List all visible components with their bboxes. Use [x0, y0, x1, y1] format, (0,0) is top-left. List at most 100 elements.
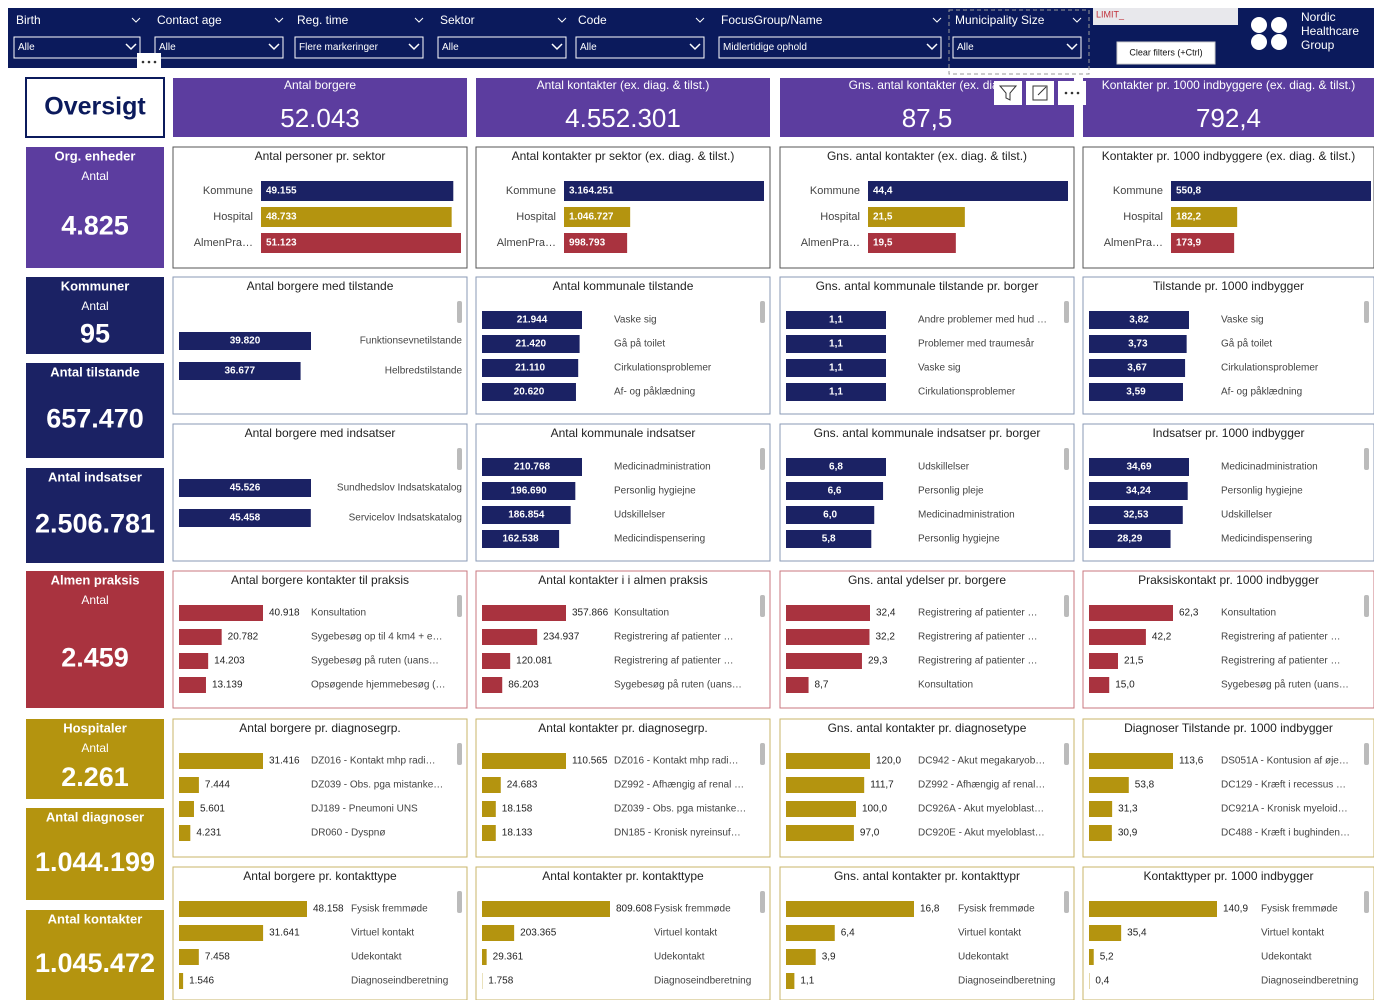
bar [179, 332, 311, 350]
clear-button-label[interactable]: Clear filters (+Ctrl) [1129, 47, 1202, 57]
bar [1089, 629, 1146, 645]
value-label: 111,7 [870, 780, 894, 791]
clear-button[interactable] [1116, 41, 1216, 65]
bar [179, 901, 307, 917]
value-label: 21.110 [515, 363, 545, 374]
value-label: 357.866 [572, 608, 609, 619]
kpi-value: 52.043 [280, 103, 360, 133]
scrollbar [760, 448, 765, 470]
value-label: 30,9 [1118, 828, 1138, 839]
bar [868, 233, 956, 253]
category-label: Fysisk fremmøde [351, 904, 428, 915]
chart-title: Antal kommunale indsatser [551, 426, 696, 440]
category-label: Udskillelser [918, 462, 970, 473]
bar [179, 925, 264, 941]
category-label: Registrering af patienter … [918, 608, 1038, 619]
bar [564, 233, 628, 253]
value-label: 18.158 [502, 804, 533, 815]
value-label: 48.733 [266, 212, 297, 223]
bar [179, 653, 209, 669]
value-label: 21.420 [516, 339, 547, 350]
value-label: 6,0 [823, 510, 837, 521]
bar [786, 825, 854, 841]
scrollbar [457, 301, 462, 323]
logo-mark [1251, 17, 1287, 50]
category-label: Cirkulationsproblemer [614, 363, 712, 374]
value-label: 110.565 [572, 756, 608, 767]
chart-title: Kontakttyper pr. 1000 indbygger [1143, 869, 1313, 883]
filter-dropdown[interactable] [13, 36, 141, 59]
category-label: Opsøgende hjemmebesøg (… [311, 680, 446, 691]
side-card-value: 1.045.472 [35, 948, 155, 978]
bar [786, 949, 816, 965]
value-label: 44,4 [873, 186, 893, 197]
icon-filter[interactable] [998, 85, 1018, 101]
category-label: Sygebesøg på ruten (uans… [1221, 679, 1349, 691]
category-label: Vaske sig [1221, 315, 1264, 326]
bar [1089, 825, 1112, 841]
bar [482, 359, 579, 377]
kpi-title: Gns. antal kontakter (ex. diag [849, 78, 1006, 92]
icon-filter[interactable] [994, 81, 1022, 105]
scrollbar [457, 891, 462, 913]
value-label: 36.677 [224, 366, 255, 377]
filter-dropdown[interactable] [952, 36, 1082, 59]
filter-value[interactable]: Midlertidige ophold [723, 42, 807, 53]
bar [1089, 335, 1187, 353]
filter-value[interactable]: Alle [957, 42, 974, 53]
visual-header[interactable] [994, 81, 1086, 105]
value-label: 113,6 [1179, 756, 1204, 767]
scrollbar [457, 595, 462, 617]
category-label: DC488 - Kræft i bughinden… [1221, 828, 1350, 839]
category-label: Kommune [506, 185, 556, 197]
icon-expand[interactable] [1032, 85, 1048, 101]
filter-dropdown[interactable] [718, 36, 942, 59]
scrollbar [760, 301, 765, 323]
category-label: DC129 - Kræft i recessus … [1221, 780, 1346, 791]
category-label: Hospital [820, 211, 860, 223]
filter-dropdown[interactable] [294, 36, 424, 59]
filter-value[interactable]: Alle [442, 42, 459, 53]
bar [786, 677, 809, 693]
bar [482, 605, 566, 621]
side-card [26, 808, 164, 900]
logo-text: Group [1301, 38, 1335, 52]
value-label: 1.546 [189, 976, 214, 987]
bar [1171, 233, 1235, 253]
icon-more[interactable] [1070, 91, 1074, 95]
category-label: Diagnoseindberetning [351, 976, 448, 987]
category-label: AlmenPra… [497, 237, 556, 249]
category-label: Registrering af patienter … [918, 632, 1038, 643]
category-label: Diagnoseindberetning [958, 976, 1055, 987]
filter-dropdown[interactable] [154, 36, 284, 59]
bar [786, 359, 886, 377]
scrollbar [457, 448, 462, 470]
bar [786, 801, 856, 817]
bar [179, 479, 311, 497]
icon-more[interactable] [1064, 91, 1068, 95]
category-label: Virtuel kontakt [958, 928, 1021, 939]
filter-chevron [1066, 43, 1078, 51]
bar [482, 506, 571, 524]
filter-value[interactable]: Alle [18, 42, 35, 53]
category-label: Kommune [810, 185, 860, 197]
side-card-title: Almen praksis [51, 572, 140, 587]
icon-more[interactable] [1076, 91, 1080, 95]
more-options-dots[interactable] [141, 60, 157, 64]
value-label: 1,1 [829, 363, 843, 374]
bar [179, 509, 311, 527]
category-label: Konsultation [311, 608, 366, 619]
filter-value[interactable]: Flere markeringer [299, 42, 379, 53]
filter-value[interactable]: Alle [159, 42, 176, 53]
value-label: 7.444 [205, 780, 230, 791]
filter-chevron [274, 17, 284, 23]
category-label: Registrering af patienter … [614, 656, 734, 667]
filter-dropdown[interactable] [437, 36, 567, 59]
chart-box [475, 718, 771, 858]
value-label: 7.458 [205, 952, 230, 963]
filter-dropdown[interactable] [575, 36, 705, 59]
filter-label: Reg. time [297, 13, 349, 27]
bar [868, 207, 965, 227]
filter-value[interactable]: Alle [580, 42, 597, 53]
bar [1171, 207, 1238, 227]
